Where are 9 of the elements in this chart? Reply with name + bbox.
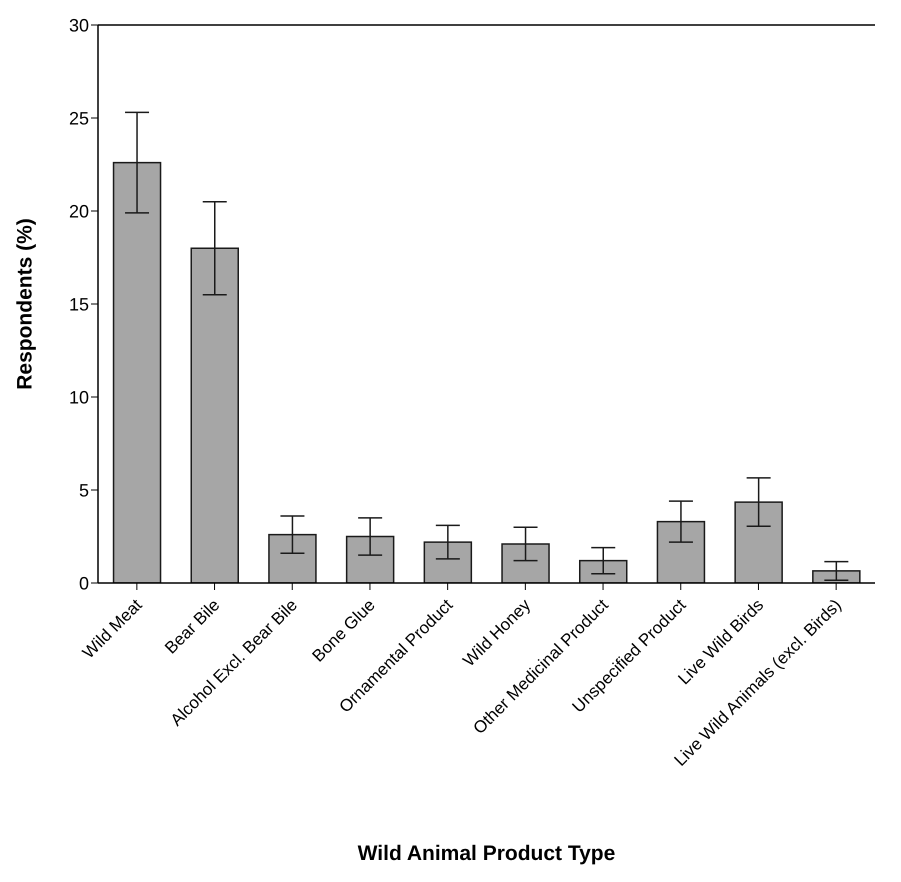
- y-tick-label: 0: [78, 573, 89, 594]
- y-tick-label: 10: [68, 387, 89, 408]
- y-tick-label: 25: [68, 108, 89, 128]
- y-tick-label: 5: [78, 480, 89, 500]
- y-tick-label: 30: [68, 15, 89, 36]
- y-axis-title: Respondents (%): [13, 218, 36, 390]
- y-tick-label: 15: [68, 294, 89, 314]
- y-tick-label: 20: [68, 201, 89, 222]
- x-axis-title: Wild Animal Product Type: [358, 842, 616, 865]
